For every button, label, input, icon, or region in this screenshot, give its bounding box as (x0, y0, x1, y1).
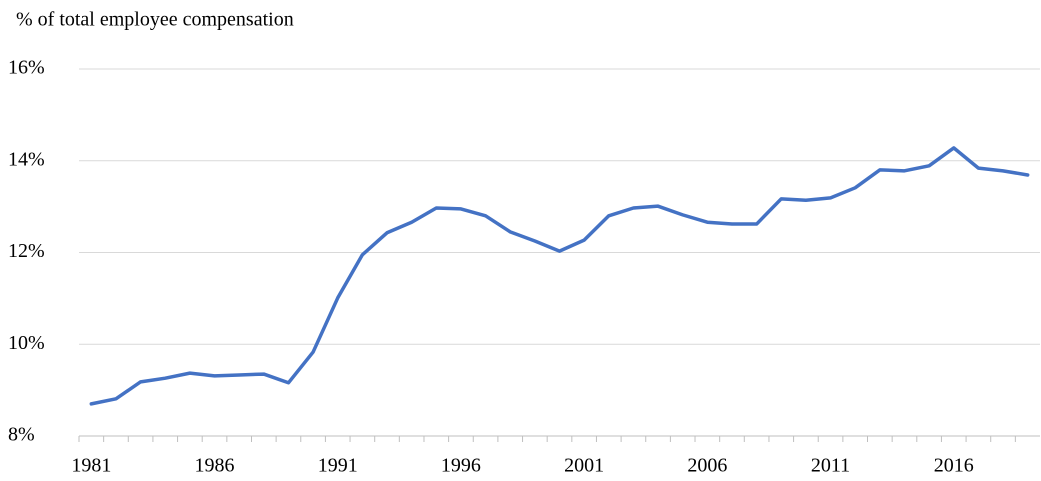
y-tick-label: 12% (8, 240, 45, 262)
x-tick-label: 1996 (441, 455, 481, 477)
x-tick-label: 1991 (318, 455, 358, 477)
x-tick-label: 2011 (811, 455, 850, 477)
x-tick-label: 2006 (687, 455, 727, 477)
y-tick-label: 8% (8, 424, 35, 446)
y-tick-label: 16% (8, 57, 45, 79)
x-tick-label: 1981 (71, 455, 111, 477)
x-tick-label: 2016 (934, 455, 974, 477)
y-axis-label: % of total employee compensation (16, 9, 294, 31)
data-line (89, 146, 1030, 406)
y-tick-label: 14% (8, 148, 45, 170)
x-tick-label: 2001 (564, 455, 604, 477)
y-tick-label: 10% (8, 332, 45, 354)
x-tick-label: 1986 (195, 455, 235, 477)
